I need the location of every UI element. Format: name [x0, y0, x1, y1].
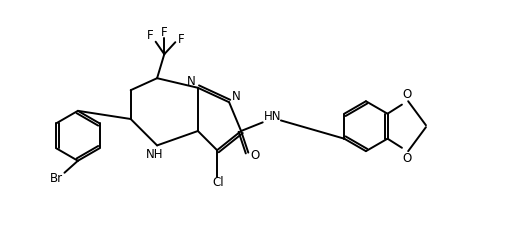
Text: F: F [147, 30, 153, 42]
Text: Br: Br [50, 172, 63, 185]
Text: F: F [178, 33, 184, 46]
Text: HN: HN [264, 110, 281, 123]
Text: O: O [402, 152, 411, 165]
Text: F: F [161, 26, 168, 39]
Text: O: O [250, 149, 260, 162]
Text: Cl: Cl [212, 176, 224, 189]
Text: O: O [402, 88, 411, 100]
Text: N: N [187, 74, 196, 88]
Text: NH: NH [146, 148, 164, 161]
Text: N: N [231, 90, 240, 103]
